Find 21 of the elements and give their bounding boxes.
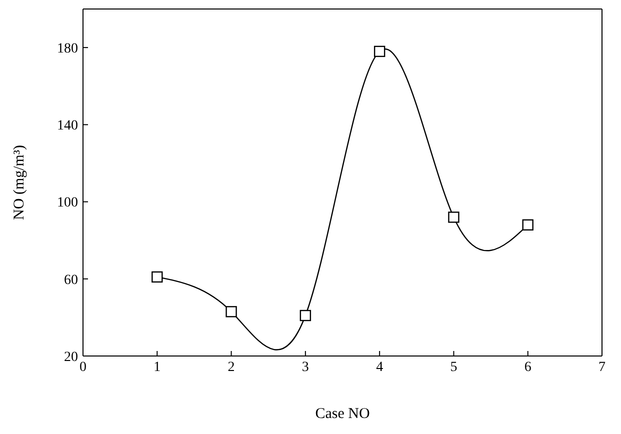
- point: [374, 46, 386, 58]
- y-axis-title: NO (mg/m³): [11, 145, 28, 220]
- x-tick-label: 6: [524, 360, 532, 375]
- x-tick-label: 4: [376, 360, 384, 375]
- y-tick-label: 100: [57, 196, 78, 211]
- point: [522, 219, 534, 231]
- y-tick-label: 20: [64, 350, 78, 365]
- x-axis-title: Case NO: [315, 406, 370, 422]
- y-tick-label: 60: [64, 272, 78, 288]
- y-tick-label: 140: [57, 118, 78, 134]
- y-tick-label: 180: [57, 42, 78, 57]
- point: [448, 212, 460, 223]
- x-tick-label: 1: [154, 360, 161, 375]
- x-tick-label: 7: [598, 360, 606, 375]
- x-tick-label: 0: [80, 360, 86, 375]
- x-tick-label: 3: [302, 360, 309, 375]
- point: [152, 271, 163, 283]
- point: [226, 306, 237, 318]
- point: [300, 310, 312, 322]
- x-tick-label: 2: [228, 360, 235, 375]
- x-tick-label: 5: [450, 360, 458, 375]
